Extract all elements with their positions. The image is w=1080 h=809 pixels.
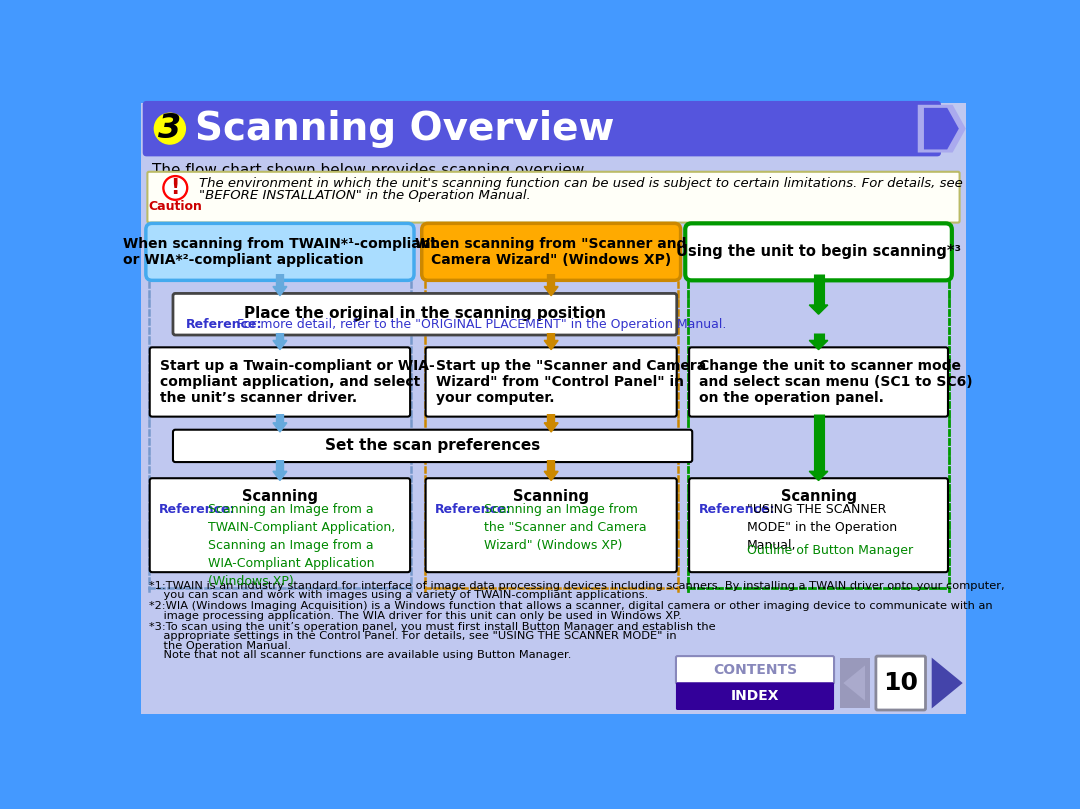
Text: Scanning: Scanning	[781, 489, 856, 504]
Text: When scanning from "Scanner and
Camera Wizard" (Windows XP): When scanning from "Scanner and Camera W…	[416, 237, 687, 267]
Text: Start up the "Scanner and Camera
Wizard" from "Control Panel" in
your computer.: Start up the "Scanner and Camera Wizard"…	[435, 358, 706, 405]
Text: Reference:: Reference:	[186, 318, 262, 331]
Text: *2:WIA (Windows Imaging Acquisition) is a Windows function that allows a scanner: *2:WIA (Windows Imaging Acquisition) is …	[149, 601, 993, 612]
Polygon shape	[544, 423, 558, 432]
Circle shape	[165, 178, 186, 198]
Text: Using the unit to begin scanning*³: Using the unit to begin scanning*³	[676, 244, 961, 260]
Text: Scanning an Image from
the "Scanner and Camera
Wizard" (Windows XP): Scanning an Image from the "Scanner and …	[484, 503, 646, 552]
FancyBboxPatch shape	[150, 347, 410, 417]
Text: image processing application. The WIA driver for this unit can only be used in W: image processing application. The WIA dr…	[149, 611, 681, 621]
Text: "USING THE SCANNER
MODE" in the Operation
Manual,: "USING THE SCANNER MODE" in the Operatio…	[747, 503, 897, 552]
Text: Caution: Caution	[148, 201, 202, 214]
Text: For more detail, refer to the "ORIGINAL PLACEMENT" in the Operation Manual.: For more detail, refer to the "ORIGINAL …	[238, 318, 727, 331]
Circle shape	[163, 176, 188, 201]
Polygon shape	[273, 286, 287, 296]
FancyBboxPatch shape	[173, 294, 677, 335]
Text: When scanning from TWAIN*¹-compliant
or WIA*²-compliant application: When scanning from TWAIN*¹-compliant or …	[123, 237, 437, 267]
Polygon shape	[932, 658, 962, 709]
Text: you can scan and work with images using a variety of TWAIN-compliant application: you can scan and work with images using …	[149, 590, 648, 600]
Polygon shape	[273, 472, 287, 481]
FancyBboxPatch shape	[173, 430, 692, 462]
Polygon shape	[544, 341, 558, 349]
Text: Reference:: Reference:	[435, 503, 512, 516]
Text: "BEFORE INSTALLATION" in the Operation Manual.: "BEFORE INSTALLATION" in the Operation M…	[199, 189, 530, 202]
Polygon shape	[809, 472, 828, 481]
Text: !: !	[171, 178, 180, 198]
Polygon shape	[924, 108, 959, 150]
Circle shape	[154, 113, 186, 144]
Text: Scanning an Image from a
TWAIN-Compliant Application,
Scanning an Image from a
W: Scanning an Image from a TWAIN-Compliant…	[207, 503, 395, 588]
FancyBboxPatch shape	[147, 172, 960, 222]
Polygon shape	[809, 341, 828, 349]
Text: 10: 10	[883, 671, 918, 695]
FancyBboxPatch shape	[676, 682, 834, 710]
FancyBboxPatch shape	[143, 101, 941, 156]
Text: *1:TWAIN is an industry standard for interface of image data processing devices : *1:TWAIN is an industry standard for int…	[149, 581, 1004, 591]
Text: Reference:: Reference:	[159, 503, 235, 516]
Polygon shape	[273, 423, 287, 432]
Polygon shape	[544, 472, 558, 481]
Polygon shape	[273, 341, 287, 349]
Text: Scanning: Scanning	[242, 489, 318, 504]
Text: 3: 3	[159, 112, 181, 145]
FancyBboxPatch shape	[422, 223, 680, 281]
FancyBboxPatch shape	[689, 478, 948, 572]
Text: Reference:: Reference:	[699, 503, 775, 516]
Polygon shape	[544, 286, 558, 296]
Text: Change the unit to scanner mode
and select scan menu (SC1 to SC6)
on the operati: Change the unit to scanner mode and sele…	[699, 358, 973, 405]
Text: *3:To scan using the unit’s operation panel, you must first install Button Manag: *3:To scan using the unit’s operation pa…	[149, 622, 716, 632]
FancyBboxPatch shape	[426, 478, 677, 572]
FancyBboxPatch shape	[685, 223, 951, 281]
Text: The flow chart shown below provides scanning overview.: The flow chart shown below provides scan…	[152, 163, 588, 178]
Text: Note that not all scanner functions are available using Button Manager.: Note that not all scanner functions are …	[149, 650, 571, 660]
FancyBboxPatch shape	[146, 223, 414, 281]
Text: Place the original in the scanning position: Place the original in the scanning posit…	[244, 306, 606, 320]
Polygon shape	[840, 658, 869, 709]
Text: Scanning Overview: Scanning Overview	[195, 110, 615, 148]
Text: The environment in which the unit's scanning function can be used is subject to : The environment in which the unit's scan…	[199, 177, 962, 190]
Text: Set the scan preferences: Set the scan preferences	[325, 438, 540, 453]
FancyBboxPatch shape	[676, 656, 834, 684]
FancyBboxPatch shape	[426, 347, 677, 417]
Text: Outline of Button Manager: Outline of Button Manager	[747, 544, 914, 557]
FancyBboxPatch shape	[689, 347, 948, 417]
Text: the Operation Manual.: the Operation Manual.	[149, 641, 292, 650]
Polygon shape	[809, 305, 828, 314]
Text: INDEX: INDEX	[731, 689, 780, 703]
FancyBboxPatch shape	[150, 478, 410, 572]
Text: appropriate settings in the Control Panel. For details, see "USING THE SCANNER M: appropriate settings in the Control Pane…	[149, 632, 676, 642]
FancyBboxPatch shape	[876, 656, 926, 710]
Text: Scanning: Scanning	[513, 489, 590, 504]
Polygon shape	[843, 665, 865, 701]
Text: CONTENTS: CONTENTS	[713, 663, 797, 677]
Polygon shape	[918, 105, 966, 153]
Text: Start up a Twain-compliant or WIA-
compliant application, and select
the unit’s : Start up a Twain-compliant or WIA- compl…	[160, 358, 434, 405]
